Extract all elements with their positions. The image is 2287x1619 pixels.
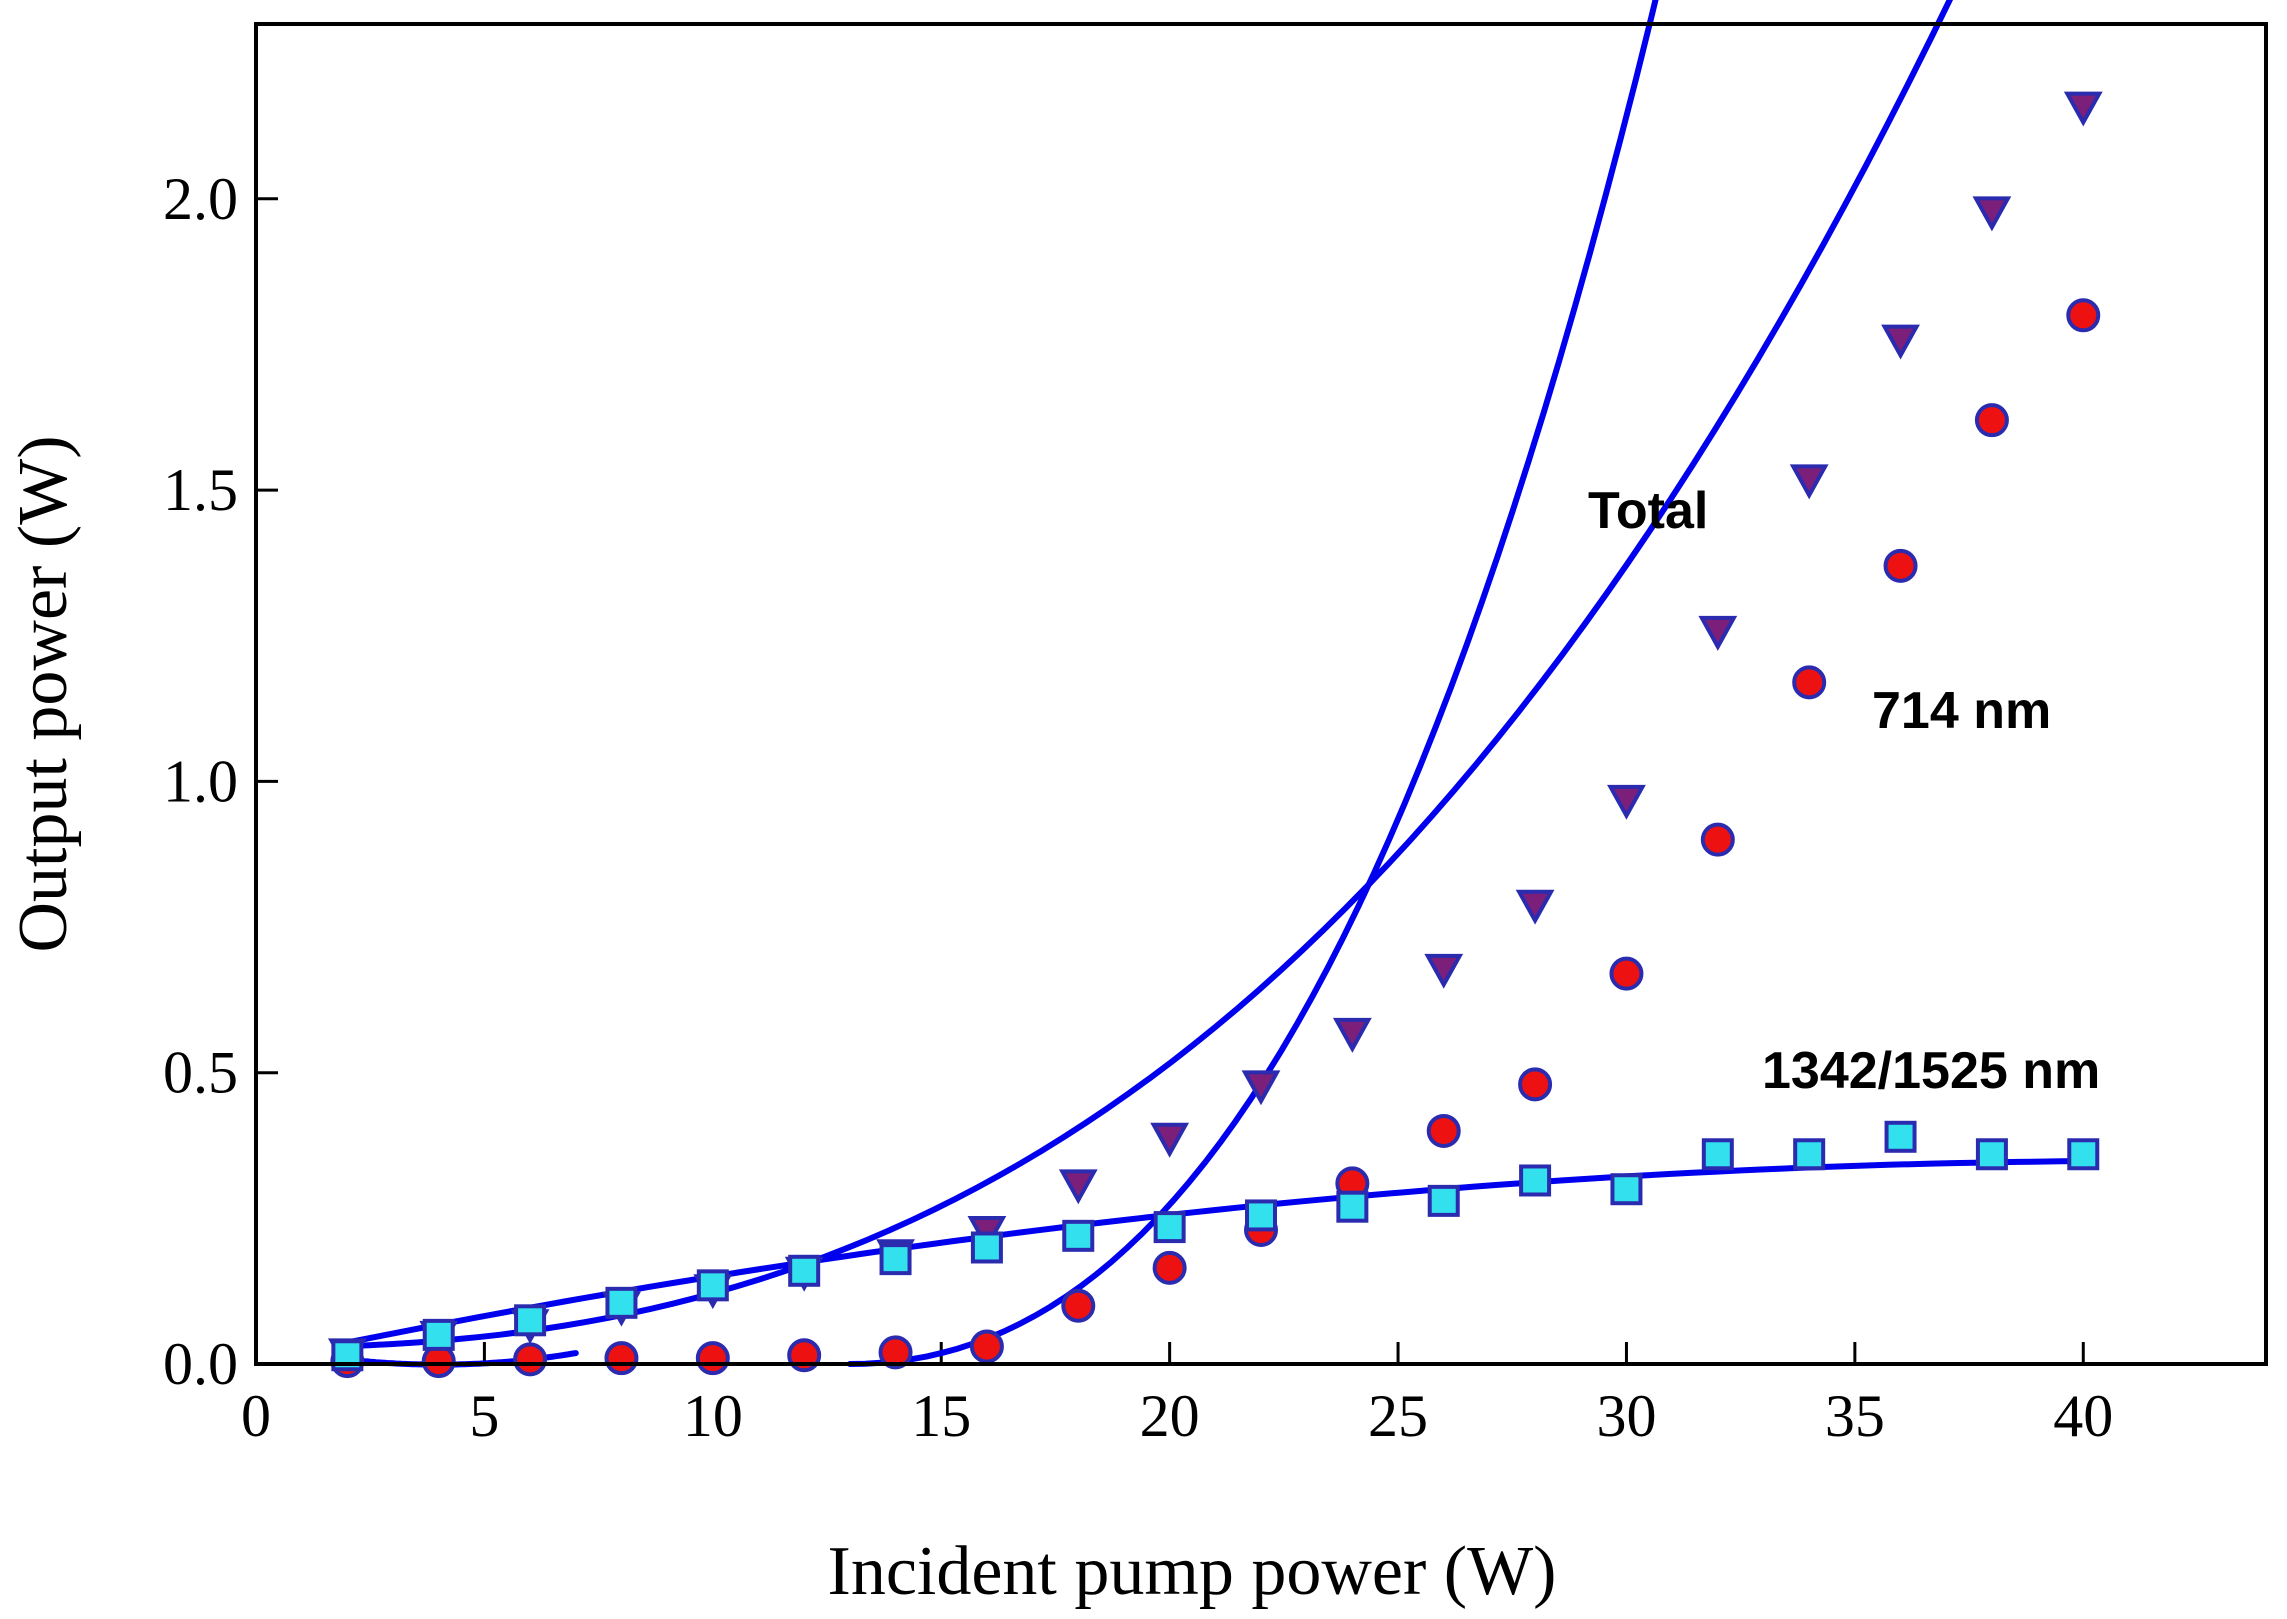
- data-point-1342-1525-nm: [514, 1304, 547, 1337]
- axes: 0 5 10 15 20 25 30 35 40 0.0 0.5 1.0 1.5 2.0: [163, 166, 2113, 1449]
- data-point-1342-1525-nm: [1062, 1219, 1095, 1252]
- data-point-714-nm: [2066, 298, 2101, 333]
- data-point-total: [1332, 1017, 1372, 1053]
- data-point-714-nm: [1700, 822, 1735, 857]
- data-point-1342-1525-nm: [1701, 1138, 1734, 1171]
- x-tick-label: 35: [1825, 1383, 1885, 1449]
- data-point-714-nm: [1518, 1067, 1553, 1102]
- data-point-total: [2063, 91, 2103, 127]
- data-point-total: [1424, 953, 1464, 989]
- data-point-714-nm: [969, 1329, 1004, 1364]
- data-point-1342-1525-nm: [1793, 1138, 1826, 1171]
- data-point-total: [1607, 784, 1646, 820]
- series-label-1342-1525nm: 1342/1525 nm: [1762, 1042, 2100, 1100]
- x-tick-label: 40: [2053, 1383, 2113, 1449]
- plot-frame: [254, 22, 2268, 1366]
- data-point-total: [1789, 464, 1829, 500]
- y-tick-label: 1.0: [163, 748, 238, 814]
- data-point-total: [1515, 889, 1555, 925]
- data-point-total: [1972, 196, 2012, 232]
- data-point-total: [1698, 615, 1738, 651]
- x-tick-label: 0: [241, 1383, 271, 1449]
- data-point-714-nm: [695, 1341, 730, 1376]
- data-point-1342-1525-nm: [1884, 1120, 1917, 1153]
- x-tick-label: 5: [469, 1383, 499, 1449]
- x-axis-title: Incident pump power (W): [828, 1533, 1557, 1610]
- x-tick-label: 25: [1368, 1383, 1428, 1449]
- y-tick-label: 0.5: [163, 1040, 238, 1106]
- data-point-714-nm: [878, 1335, 913, 1370]
- x-tick-label: 10: [683, 1383, 743, 1449]
- series-label-714nm: 714 nm: [1872, 682, 2051, 740]
- y-tick-label: 1.5: [163, 457, 238, 523]
- series-label-total: Total: [1588, 482, 1708, 540]
- data-point-1342-1525-nm: [1975, 1138, 2008, 1171]
- data-point-714-nm: [1426, 1113, 1461, 1148]
- data-point-total: [1058, 1169, 1098, 1205]
- data-point-1342-1525-nm: [1153, 1211, 1186, 1244]
- data-point-1342-1525-nm: [788, 1254, 821, 1287]
- data-point-714-nm: [1792, 665, 1827, 700]
- data-point-714-nm: [1974, 403, 2009, 438]
- data-point-total: [1881, 324, 1920, 360]
- data-point-714-nm: [1883, 548, 1918, 583]
- data-point-1342-1525-nm: [1336, 1190, 1369, 1223]
- data-point-1342-1525-nm: [605, 1286, 638, 1319]
- x-tick-label: 15: [911, 1383, 971, 1449]
- data-point-1342-1525-nm: [879, 1243, 912, 1276]
- data-point-1342-1525-nm: [1519, 1164, 1552, 1197]
- data-point-714-nm: [1061, 1288, 1096, 1323]
- y-tick-label: 0.0: [163, 1331, 238, 1397]
- data-point-1342-1525-nm: [970, 1231, 1003, 1264]
- data-point-total: [1241, 1070, 1281, 1106]
- data-point-714-nm: [604, 1341, 639, 1376]
- data-point-1342-1525-nm: [2067, 1138, 2100, 1171]
- data-point-714-nm: [513, 1342, 548, 1377]
- data-point-1342-1525-nm: [422, 1318, 455, 1351]
- x-tick-label: 30: [1596, 1383, 1656, 1449]
- data-point-714-nm: [1152, 1250, 1187, 1285]
- data-point-714-nm: [1609, 956, 1644, 991]
- x-tick-label: 20: [1140, 1383, 1200, 1449]
- data-point-1342-1525-nm: [696, 1269, 729, 1302]
- y-tick-label: 2.0: [163, 166, 238, 232]
- y-axis-title: Output power (W): [5, 435, 82, 952]
- data-point-total: [1150, 1122, 1190, 1158]
- data-point-1342-1525-nm: [1610, 1173, 1643, 1206]
- data-point-1342-1525-nm: [1427, 1184, 1460, 1217]
- data-point-1342-1525-nm: [1245, 1199, 1277, 1232]
- fit-curve-714-nm: [846, 0, 1659, 1367]
